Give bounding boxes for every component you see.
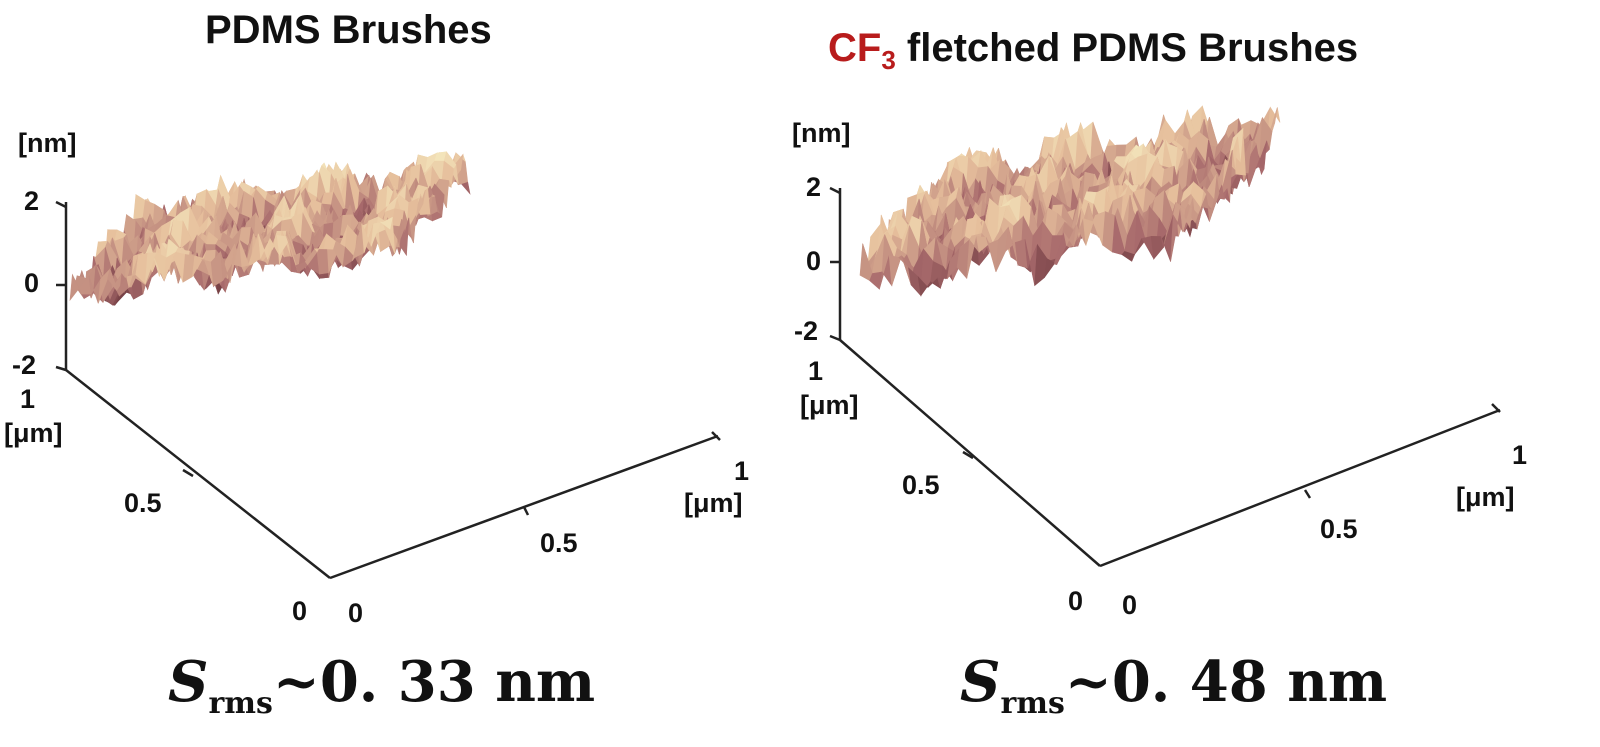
chart-title: PDMS Brushes	[205, 8, 492, 52]
x-tick-label: 1	[734, 456, 750, 486]
axes	[829, 186, 1501, 568]
axis-tick	[182, 468, 194, 478]
cf3-label: CF3	[828, 26, 896, 75]
z-tick-label: 2	[806, 172, 822, 202]
z-tick-label: 0	[806, 246, 822, 276]
srms-symbol: S	[960, 649, 1001, 715]
roughness-annotation: Srms~0. 33 nm	[168, 654, 595, 719]
z-tick-label: 0	[24, 268, 40, 298]
z-tick-label: -2	[12, 350, 37, 380]
y-tick-label: 0	[1068, 586, 1084, 616]
surface-plot	[829, 105, 1501, 568]
x-tick-label: 1	[1512, 440, 1528, 470]
srms-subscript: rms	[208, 686, 273, 721]
y-tick-label: 1	[808, 356, 824, 386]
z-tick-label: -2	[794, 316, 819, 346]
title-suffix: fletched PDMS Brushes	[895, 26, 1359, 70]
z-axis-label: [nm]	[18, 128, 77, 158]
axis-tick	[55, 365, 67, 372]
panel-pdms-brushes: PDMS Brushes [nm] 2 0 -2 1 [μm] 0.5 0 0 …	[4, 8, 750, 719]
axis-tick	[522, 506, 530, 516]
x-axis-line	[1099, 408, 1501, 568]
axis-tick	[829, 334, 841, 342]
roughness-annotation: Srms~0. 48 nm	[960, 654, 1387, 719]
surface-facet	[379, 216, 393, 230]
y-tick-label: 1	[20, 384, 36, 414]
axis-tick	[711, 431, 721, 441]
y-tick-label: 0	[292, 596, 308, 626]
x-tick-label: 0	[348, 598, 364, 628]
y-tick-label: 0.5	[124, 488, 162, 518]
y-axis-line	[65, 369, 331, 579]
y-tick-label: 0.5	[902, 470, 940, 500]
x-tick-label: 0.5	[1320, 514, 1358, 544]
roughness-value: ~0. 48 nm	[1064, 649, 1388, 715]
y-axis-line	[839, 339, 1101, 567]
surface-plot	[55, 151, 721, 580]
x-axis-label: [μm]	[684, 488, 743, 518]
z-tick-label: 2	[24, 186, 40, 216]
srms-subscript: rms	[1000, 686, 1065, 721]
axes	[55, 200, 721, 580]
srms-symbol: S	[168, 649, 209, 715]
surface	[859, 105, 1281, 297]
axis-tick	[829, 186, 841, 195]
axis-tick	[962, 450, 974, 460]
axis-tick	[1303, 489, 1312, 499]
panel-cf3-fletched-pdms-brushes: CF3 fletched PDMS Brushes [nm] 2 0 -2 1 …	[792, 0, 1600, 747]
x-axis-label: [μm]	[1456, 482, 1515, 512]
roughness-value: ~0. 33 nm	[272, 649, 596, 715]
y-axis-label: [μm]	[800, 390, 859, 420]
surface-facet	[1179, 198, 1193, 232]
z-axis-label: [nm]	[792, 118, 851, 148]
x-tick-label: 0.5	[540, 528, 578, 558]
axis-tick	[1491, 403, 1501, 413]
x-tick-label: 0	[1122, 590, 1138, 620]
surface	[69, 151, 471, 306]
axis-tick	[55, 200, 67, 209]
surface-facet	[182, 254, 196, 283]
chart-title: CF3 fletched PDMS Brushes	[828, 26, 1358, 76]
y-axis-label: [μm]	[4, 418, 63, 448]
